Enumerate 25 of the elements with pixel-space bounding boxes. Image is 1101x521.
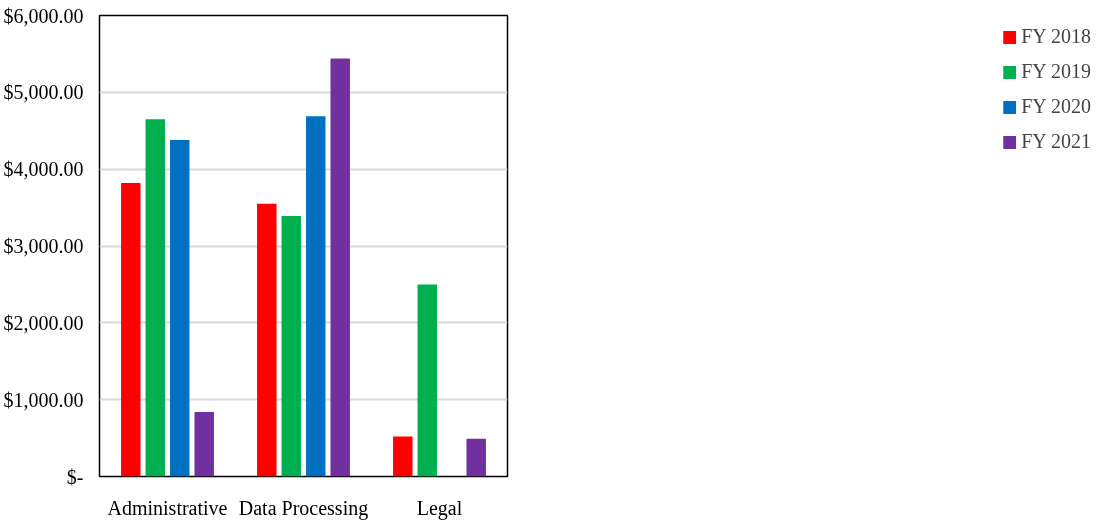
y-tick-label: $1,000.00 xyxy=(3,388,84,411)
x-tick-label: Legal xyxy=(416,496,463,520)
y-tick-label: $2,000.00 xyxy=(3,311,84,334)
legend-label: FY 2019 xyxy=(1021,60,1091,83)
bar xyxy=(170,139,190,477)
legend-label: FY 2021 xyxy=(1021,130,1091,153)
bar xyxy=(121,183,141,477)
bar xyxy=(466,438,486,477)
bar xyxy=(145,119,165,477)
bar xyxy=(257,203,277,477)
bar xyxy=(393,436,413,477)
bar xyxy=(306,116,326,477)
bar xyxy=(281,216,301,477)
bar xyxy=(330,58,350,477)
bar xyxy=(194,411,214,477)
legend-label: FY 2020 xyxy=(1021,95,1091,118)
x-tick-label: Administrative xyxy=(107,496,228,519)
y-tick-label: $4,000.00 xyxy=(3,158,84,181)
legend-label: FY 2018 xyxy=(1021,25,1091,48)
y-tick-label: $6,000.00 xyxy=(3,4,84,27)
x-tick-label: Data Processing xyxy=(238,496,369,520)
y-tick-label: $- xyxy=(66,465,84,488)
y-tick-label: $5,000.00 xyxy=(3,81,84,104)
y-tick-label: $3,000.00 xyxy=(3,235,84,257)
bar xyxy=(417,284,437,477)
